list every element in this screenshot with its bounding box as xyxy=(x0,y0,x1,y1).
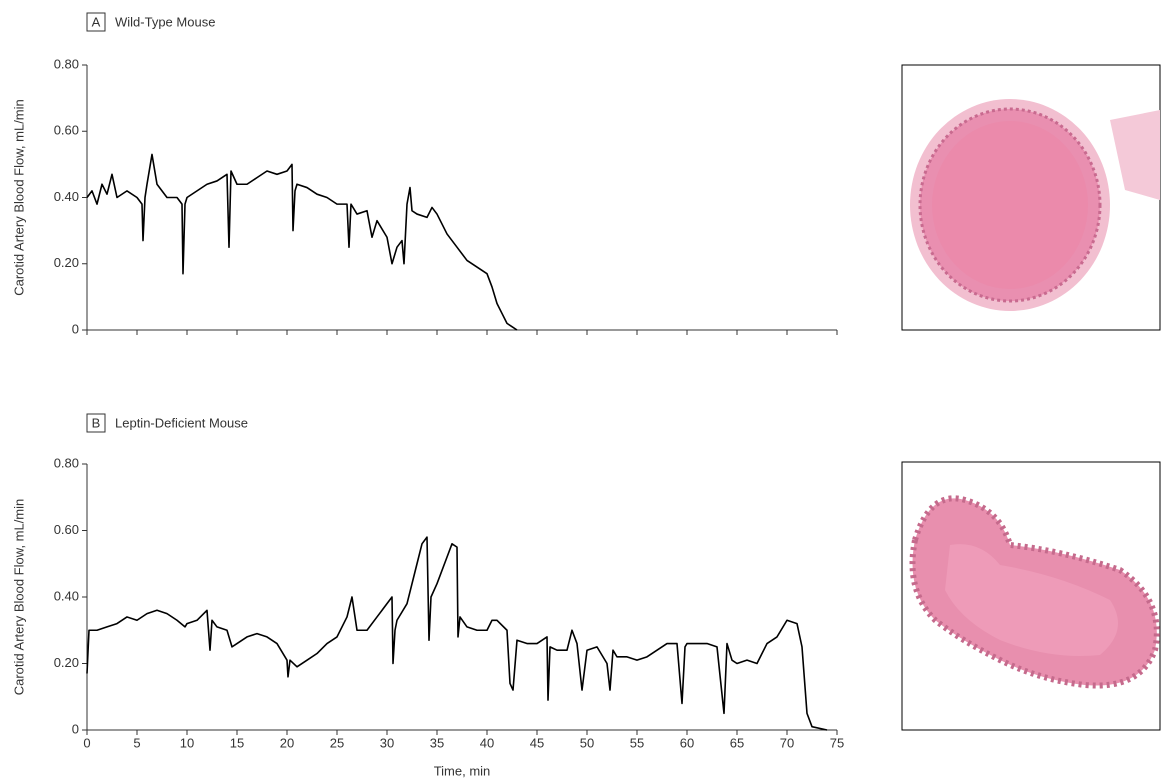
x-tick-label: 15 xyxy=(230,735,244,750)
x-tick-label: 10 xyxy=(180,735,194,750)
y-tick-label: 0 xyxy=(72,721,79,736)
panel-title: Wild-Type Mouse xyxy=(115,14,215,29)
y-tick-label: 0.80 xyxy=(54,455,79,470)
x-tick-label: 30 xyxy=(380,735,394,750)
x-tick-label: 60 xyxy=(680,735,694,750)
y-axis-label: Carotid Artery Blood Flow, mL/min xyxy=(11,99,26,296)
y-axis-label: Carotid Artery Blood Flow, mL/min xyxy=(11,499,26,696)
flow-trace xyxy=(86,153,518,331)
x-tick-label: 5 xyxy=(133,735,140,750)
panel-label: A xyxy=(92,14,101,29)
histology-image-a xyxy=(901,64,1161,331)
histology-image-b xyxy=(901,461,1161,731)
x-tick-label: 50 xyxy=(580,735,594,750)
panel-label: B xyxy=(92,415,101,430)
x-tick-label: 25 xyxy=(330,735,344,750)
x-tick-label: 70 xyxy=(780,735,794,750)
y-tick-label: 0.40 xyxy=(54,189,79,204)
y-tick-label: 0.80 xyxy=(54,56,79,71)
x-tick-label: 20 xyxy=(280,735,294,750)
flow-trace xyxy=(86,536,828,731)
x-tick-label: 0 xyxy=(83,735,90,750)
x-tick-label: 45 xyxy=(530,735,544,750)
y-tick-label: 0 xyxy=(72,321,79,336)
y-tick-label: 0.60 xyxy=(54,123,79,138)
x-tick-label: 75 xyxy=(830,735,844,750)
x-tick-label: 40 xyxy=(480,735,494,750)
y-tick-label: 0.60 xyxy=(54,522,79,537)
y-tick-label: 0.40 xyxy=(54,588,79,603)
x-tick-label: 55 xyxy=(630,735,644,750)
panel-label-box xyxy=(86,12,106,32)
y-tick-label: 0.20 xyxy=(54,655,79,670)
panel: A Wild-Type Mouse 0 0.20 0.40 0.60 0.80 Carotid… xyxy=(11,12,838,336)
y-tick-label: 0.20 xyxy=(54,255,79,270)
panel: B Leptin-Deficient Mouse 0 0.20 0.40 0.60 0.80… xyxy=(11,413,844,778)
panel-title: Leptin-Deficient Mouse xyxy=(115,415,248,430)
panel-label-box xyxy=(86,413,106,433)
x-tick-label: 65 xyxy=(730,735,744,750)
x-tick-label: 35 xyxy=(430,735,444,750)
x-axis-label: Time, min xyxy=(434,763,491,778)
